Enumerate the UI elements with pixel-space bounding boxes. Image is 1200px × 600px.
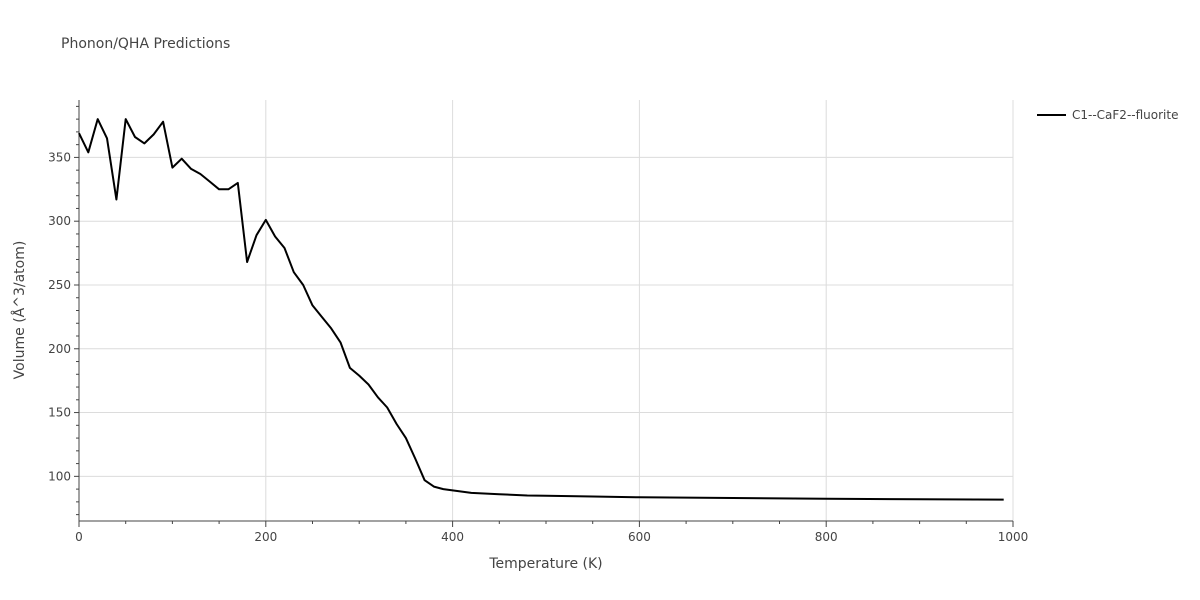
chart-title: Phonon/QHA Predictions bbox=[61, 36, 231, 52]
y-tick-label: 350 bbox=[48, 150, 71, 164]
y-tick-label: 300 bbox=[48, 214, 71, 228]
x-axis-label: Temperature (K) bbox=[488, 556, 602, 572]
x-tick-label: 1000 bbox=[998, 530, 1029, 544]
axes bbox=[78, 100, 1013, 522]
series-group bbox=[78, 118, 1004, 501]
y-tick-label: 150 bbox=[48, 406, 71, 420]
legend[interactable]: C1--CaF2--fluorite bbox=[1037, 108, 1178, 122]
ticks: 0 200 400 600 800 1000 100 150 200 250 300 350 bbox=[48, 105, 1029, 544]
x-tick-label: 800 bbox=[815, 530, 838, 544]
y-tick-label: 250 bbox=[48, 278, 71, 292]
x-tick-label: 600 bbox=[628, 530, 651, 544]
y-tick-label: 100 bbox=[48, 469, 71, 483]
x-tick-label: 200 bbox=[254, 530, 277, 544]
x-tick-label: 0 bbox=[75, 530, 83, 544]
series-line bbox=[78, 118, 1004, 501]
legend-label[interactable]: C1--CaF2--fluorite bbox=[1072, 108, 1178, 122]
grid-lines bbox=[79, 100, 1014, 521]
y-tick-label: 200 bbox=[48, 342, 71, 356]
y-axis-label: Volume (Å^3/atom) bbox=[11, 241, 28, 380]
x-tick-label: 400 bbox=[441, 530, 464, 544]
